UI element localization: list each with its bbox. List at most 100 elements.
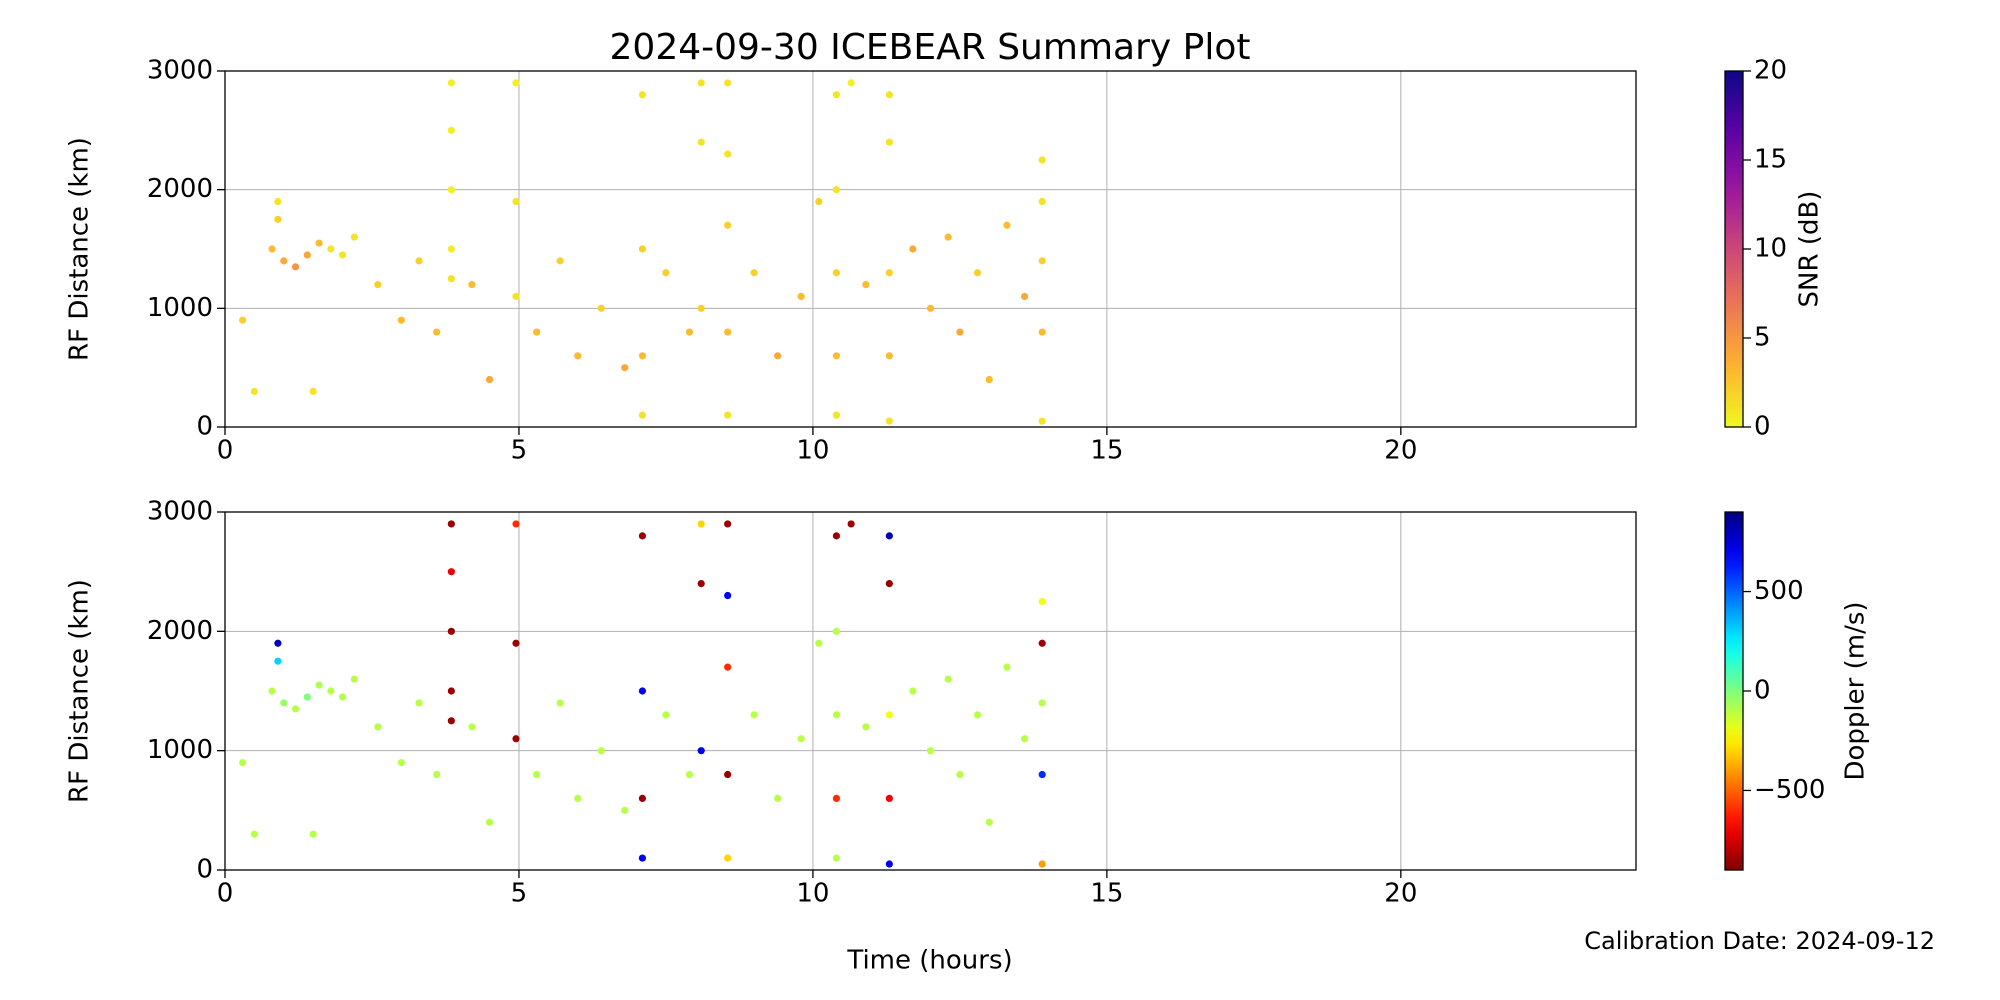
point	[885, 794, 893, 803]
y-tick-label: 0	[196, 855, 213, 885]
point	[268, 687, 276, 695]
point	[885, 860, 893, 868]
colorbar-label: Doppler (m/s)	[1841, 601, 1871, 780]
point	[597, 747, 605, 755]
point	[291, 705, 300, 713]
point	[638, 687, 647, 695]
point	[885, 532, 893, 540]
point	[832, 794, 841, 803]
point	[512, 520, 520, 528]
plot-frame	[224, 70, 1637, 428]
point	[327, 245, 335, 253]
point	[815, 639, 823, 647]
point	[774, 352, 782, 360]
point	[697, 520, 705, 528]
x-tick-label: 5	[511, 436, 528, 466]
point	[309, 830, 317, 838]
y-tick-label: 3000	[147, 56, 213, 86]
point	[909, 687, 917, 695]
point	[303, 251, 311, 259]
calibration-note: Calibration Date: 2024-09-12	[1584, 927, 1935, 955]
point	[447, 717, 455, 725]
point	[944, 233, 952, 241]
point	[274, 639, 282, 647]
point	[512, 79, 520, 87]
point	[274, 657, 282, 665]
point	[532, 328, 541, 336]
point	[638, 854, 647, 862]
colorbar-tick-label: 500	[1754, 576, 1804, 606]
point	[374, 281, 382, 289]
point	[638, 352, 647, 360]
colorbar-tick-label: 0	[1754, 676, 1771, 706]
point	[697, 79, 705, 87]
point	[797, 292, 805, 301]
point	[350, 675, 358, 683]
point	[1020, 735, 1029, 743]
point	[1038, 597, 1046, 606]
point	[239, 316, 247, 324]
colorbar-tick-label: 15	[1754, 145, 1787, 175]
point	[885, 91, 893, 99]
point	[638, 794, 647, 803]
point	[862, 281, 870, 289]
point	[862, 723, 870, 731]
point	[847, 79, 855, 87]
point	[724, 221, 732, 229]
point	[433, 328, 441, 336]
point	[638, 91, 647, 99]
point	[556, 257, 564, 265]
point	[447, 126, 455, 134]
point	[512, 292, 520, 301]
point	[662, 711, 670, 719]
point	[685, 770, 694, 779]
point	[697, 747, 705, 755]
point	[415, 699, 423, 707]
plot-frame	[224, 511, 1637, 871]
point	[638, 411, 647, 419]
point	[315, 681, 323, 689]
point	[638, 245, 647, 253]
point	[1038, 770, 1046, 779]
x-tick-label: 15	[1090, 879, 1123, 909]
y-axis-label: RF Distance (km)	[65, 579, 95, 803]
colorbar-tick-label: 20	[1754, 56, 1787, 86]
point	[315, 239, 323, 247]
point	[956, 328, 964, 336]
point	[274, 197, 282, 206]
point	[697, 304, 705, 312]
point	[926, 747, 935, 755]
point	[268, 245, 276, 253]
point	[697, 580, 705, 588]
y-tick-label: 3000	[147, 497, 213, 527]
point	[350, 233, 358, 241]
point	[724, 328, 732, 336]
point	[885, 711, 893, 719]
point	[885, 580, 893, 588]
point	[447, 79, 455, 87]
point	[468, 723, 476, 731]
x-tick-label: 10	[796, 879, 829, 909]
point	[468, 281, 476, 289]
point	[797, 735, 805, 743]
point	[832, 269, 841, 277]
point	[485, 818, 494, 826]
point	[303, 693, 311, 701]
x-tick-label: 5	[511, 879, 528, 909]
point	[973, 269, 982, 277]
point	[724, 663, 732, 671]
point	[685, 328, 694, 336]
point	[485, 375, 494, 384]
x-tick-label: 15	[1090, 436, 1123, 466]
point	[1038, 257, 1046, 265]
point	[832, 711, 841, 719]
point	[847, 520, 855, 528]
point	[280, 699, 288, 707]
point	[724, 150, 732, 158]
point	[909, 245, 917, 253]
point	[447, 568, 455, 576]
point	[447, 186, 455, 194]
colorbar-tick-label: −500	[1754, 775, 1825, 805]
colorbar-tick-label: 10	[1754, 234, 1787, 264]
